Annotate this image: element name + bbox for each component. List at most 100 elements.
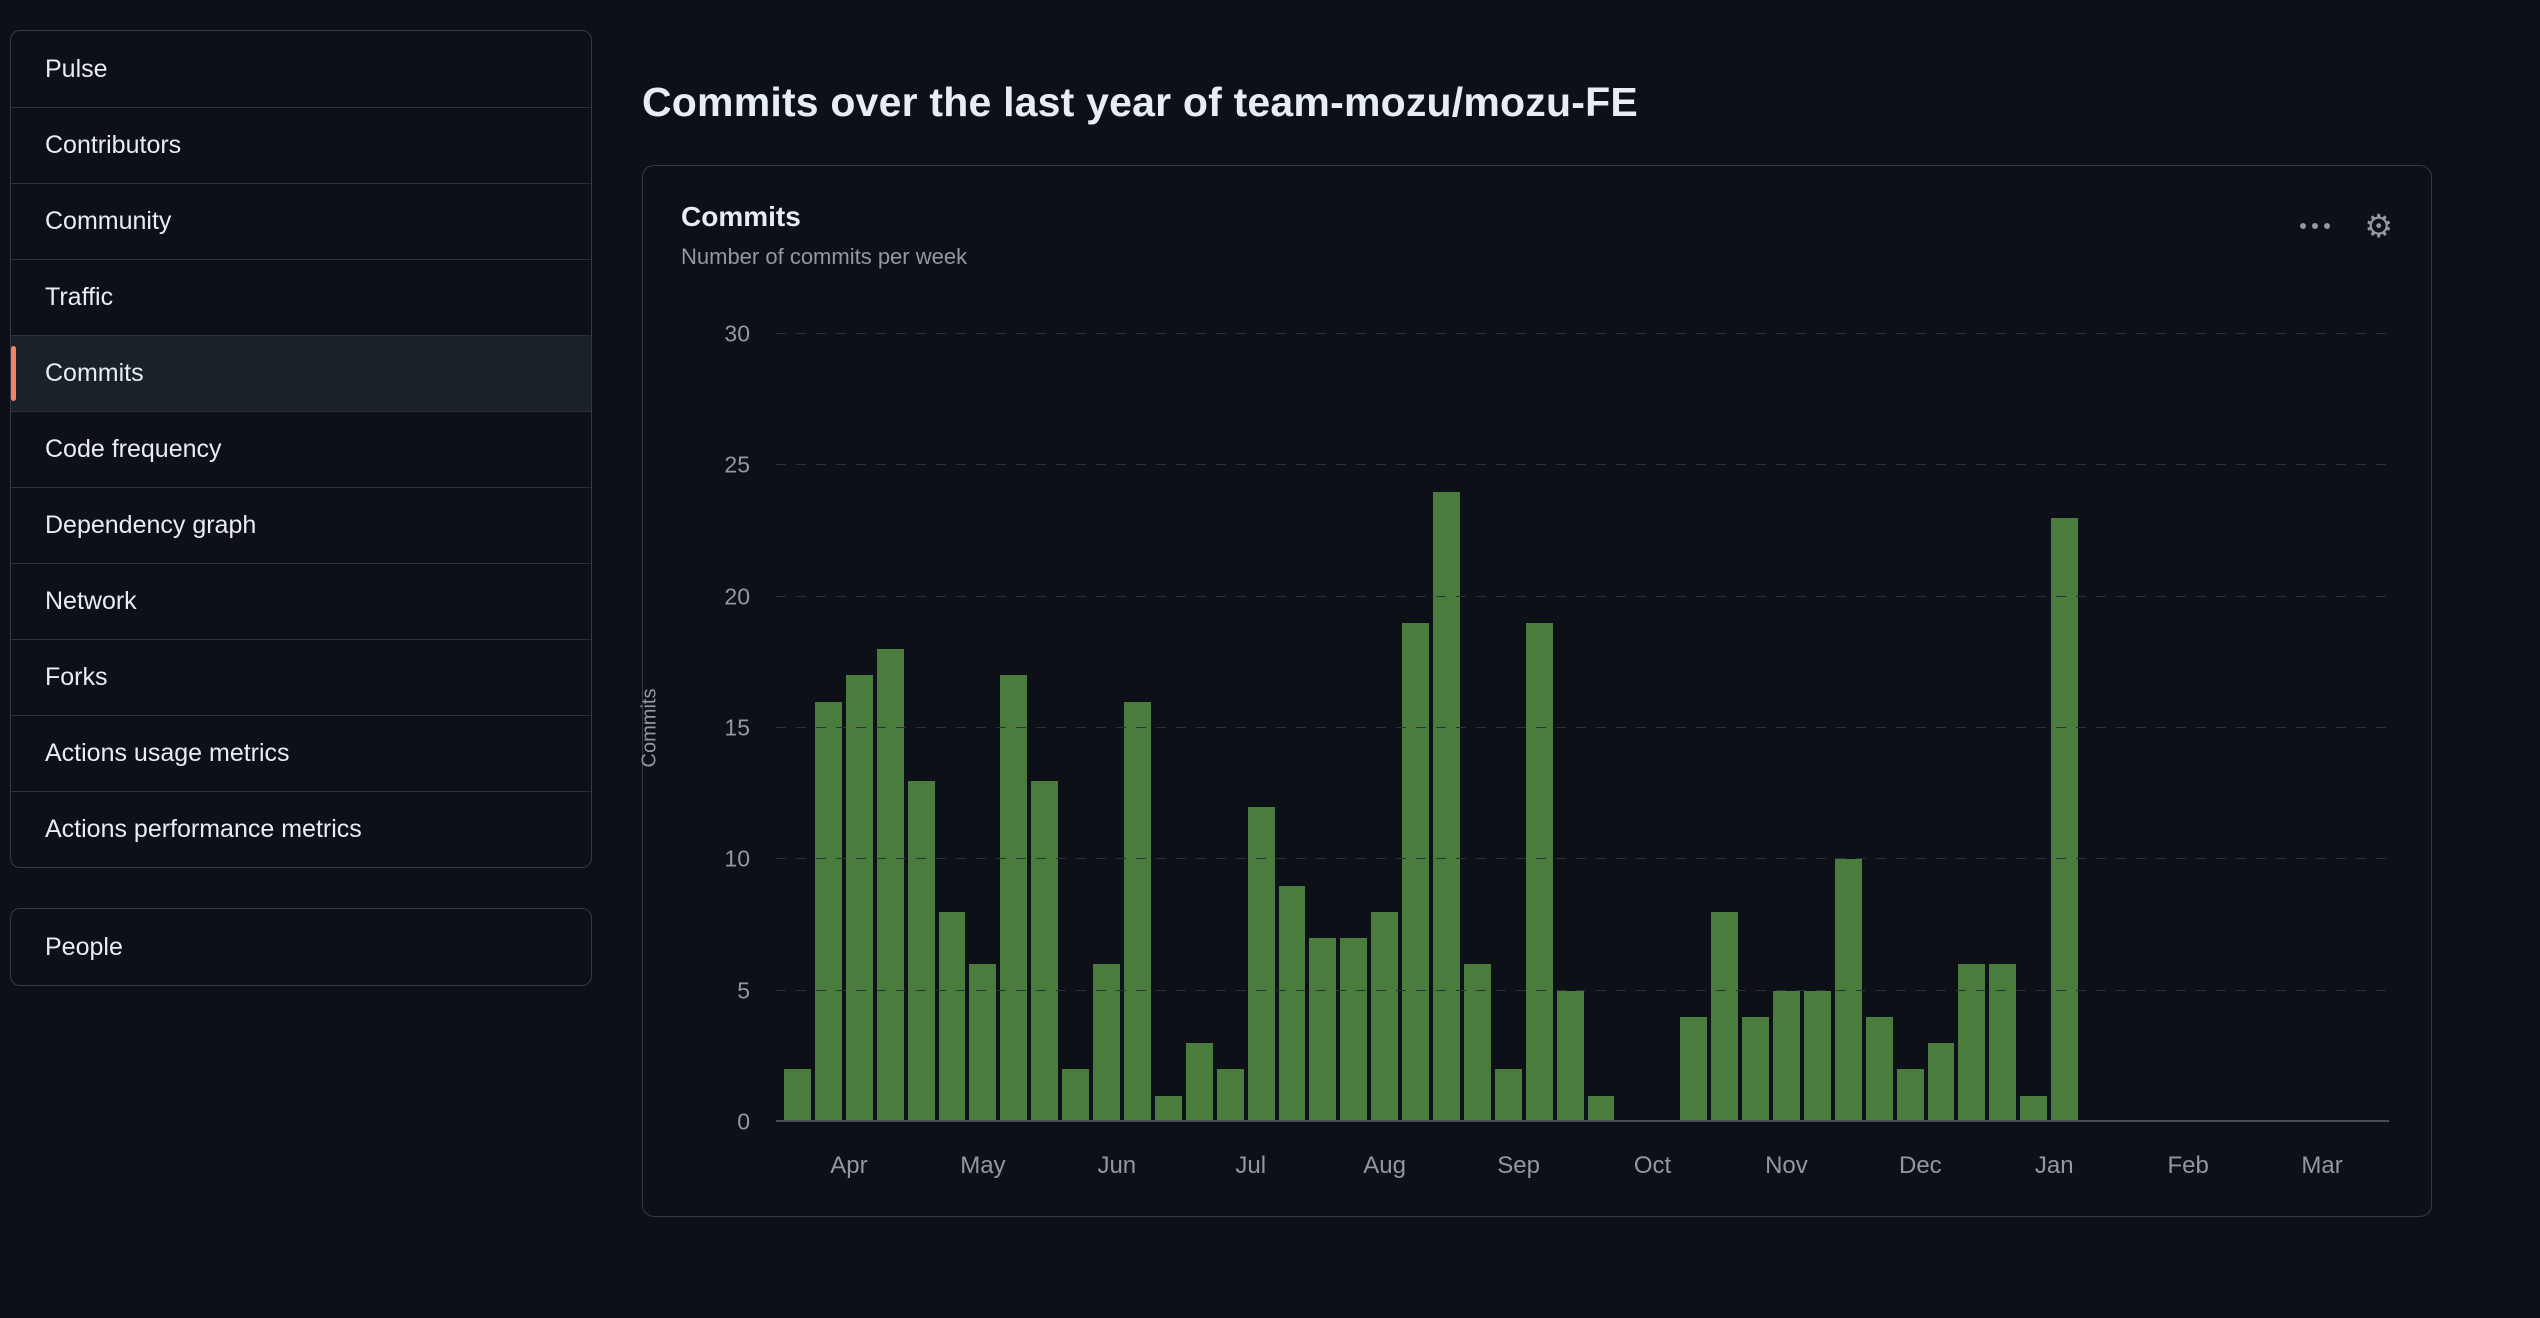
bar-slot [1277, 334, 1308, 1122]
commit-bar[interactable] [2020, 1095, 2048, 1122]
commit-bar[interactable] [1093, 964, 1120, 1122]
commit-bar[interactable] [1000, 675, 1028, 1122]
bar-slot [1215, 334, 1246, 1122]
card-header-text: Commits Number of commits per week [681, 200, 967, 270]
commit-bar[interactable] [1309, 938, 1337, 1122]
y-axis-tick: 0 [737, 1108, 750, 1135]
commit-bar[interactable] [1742, 1016, 1769, 1122]
x-axis-label: Dec [1898, 1152, 1942, 1179]
commit-bar[interactable] [969, 964, 997, 1122]
bar-slot [1246, 334, 1277, 1122]
bar-slot [2018, 334, 2049, 1122]
commit-bar[interactable] [1123, 701, 1151, 1122]
bar-slot [1555, 334, 1586, 1122]
card-subtitle: Number of commits per week [681, 243, 968, 269]
sidebar-item-forks[interactable]: Forks [11, 639, 591, 715]
insights-sidebar: Pulse Contributors Community Traffic Commits… [10, 30, 592, 986]
commit-bar[interactable] [1340, 938, 1368, 1122]
sidebar-item-commits[interactable]: Commits [11, 335, 591, 411]
commit-bar[interactable] [1587, 1095, 1615, 1122]
bar-slot [875, 334, 906, 1122]
bar-slot [2266, 334, 2297, 1122]
x-axis-label: Oct [1633, 1152, 1672, 1179]
commit-bar[interactable] [907, 780, 935, 1122]
commit-bar[interactable] [814, 701, 842, 1122]
bars-container [782, 334, 2389, 1122]
card-actions: ⚙ [2294, 200, 2393, 242]
bar-slot [937, 334, 968, 1122]
y-axis-tick: 20 [724, 583, 750, 610]
commit-bar[interactable] [938, 911, 966, 1122]
page-title-prefix: Commits over the last year of [642, 79, 1234, 126]
y-axis-tick: 25 [724, 451, 750, 478]
bar-slot [1338, 334, 1369, 1122]
sidebar-item-label: Actions usage metrics [45, 739, 290, 767]
sidebar-secondary-list: People [10, 908, 592, 986]
x-axis-label: Feb [2167, 1152, 2209, 1179]
bar-slot [1524, 334, 1555, 1122]
sidebar-item-traffic[interactable]: Traffic [11, 259, 591, 335]
commit-bar[interactable] [876, 649, 904, 1122]
sidebar-list: Pulse Contributors Community Traffic Commits… [10, 30, 592, 868]
x-axis-label: Sep [1497, 1152, 1540, 1179]
commit-bar[interactable] [1154, 1095, 1182, 1122]
y-axis-tick: 15 [724, 714, 750, 741]
commit-bar[interactable] [1494, 1069, 1522, 1122]
x-axis-label: Jun [1097, 1152, 1137, 1179]
bar-slot [1184, 334, 1215, 1122]
sidebar-item-actions-usage-metrics[interactable]: Actions usage metrics [11, 715, 591, 791]
commit-bar[interactable] [1216, 1069, 1244, 1122]
sidebar-item-network[interactable]: Network [11, 563, 591, 639]
commit-bar[interactable] [1402, 622, 1430, 1122]
bar-slot [1802, 334, 1833, 1122]
commits-card: Commits Number of commits per week ⚙ Com… [639, 165, 2432, 1217]
bar-slot [1740, 334, 1771, 1122]
x-axis-label: Nov [1765, 1152, 1808, 1179]
sidebar-item-contributors[interactable]: Contributors [11, 107, 591, 183]
sidebar-item-dependency-graph[interactable]: Dependency graph [11, 487, 591, 563]
commit-bar[interactable] [1247, 806, 1275, 1122]
kebab-horizontal-icon[interactable] [2294, 217, 2336, 235]
commit-bar[interactable] [1185, 1043, 1213, 1122]
commit-bar[interactable] [2051, 517, 2079, 1122]
y-axis-tick: 30 [724, 320, 750, 347]
commit-bar[interactable] [1031, 780, 1059, 1122]
commit-bar[interactable] [1463, 964, 1491, 1122]
sidebar-item-code-frequency[interactable]: Code frequency [11, 411, 591, 487]
x-axis-label: Apr [830, 1152, 868, 1179]
commit-bar[interactable] [1896, 1069, 1924, 1122]
sidebar-item-pulse[interactable]: Pulse [11, 31, 591, 107]
sidebar-item-people[interactable]: People [11, 909, 591, 985]
sidebar-item-label: Network [45, 587, 137, 615]
sidebar-item-label: Code frequency [45, 435, 222, 463]
commit-bar[interactable] [1773, 990, 1800, 1122]
bar-slot [1926, 334, 1957, 1122]
sidebar-item-actions-performance-metrics[interactable]: Actions performance metrics [11, 791, 591, 867]
commit-bar[interactable] [1989, 964, 2017, 1122]
gear-icon[interactable]: ⚙ [2364, 208, 2393, 244]
sidebar-item-label: Forks [45, 663, 108, 691]
commit-bar[interactable] [1680, 1016, 1708, 1122]
commit-bar[interactable] [1433, 491, 1460, 1122]
commit-bar[interactable] [1525, 622, 1553, 1122]
gridline [776, 858, 2389, 860]
bar-slot [782, 334, 813, 1122]
bar-slot [1956, 334, 1987, 1122]
bar-slot [2080, 334, 2111, 1122]
gridline [776, 989, 2389, 991]
commit-bar[interactable] [1865, 1016, 1893, 1122]
commit-bar[interactable] [1834, 859, 1862, 1122]
commit-bar[interactable] [1803, 990, 1831, 1122]
commit-bar[interactable] [1927, 1043, 1955, 1122]
bar-slot [1060, 334, 1091, 1122]
gridline [776, 595, 2389, 597]
commit-bar[interactable] [784, 1069, 811, 1122]
commit-bar[interactable] [845, 675, 873, 1122]
commit-bar[interactable] [1371, 911, 1399, 1122]
sidebar-item-community[interactable]: Community [11, 183, 591, 259]
commit-bar[interactable] [1062, 1069, 1090, 1122]
commit-bar[interactable] [1711, 911, 1739, 1122]
commit-bar[interactable] [1278, 885, 1306, 1122]
commit-bar[interactable] [1556, 990, 1584, 1122]
commit-bar[interactable] [1958, 964, 1986, 1122]
